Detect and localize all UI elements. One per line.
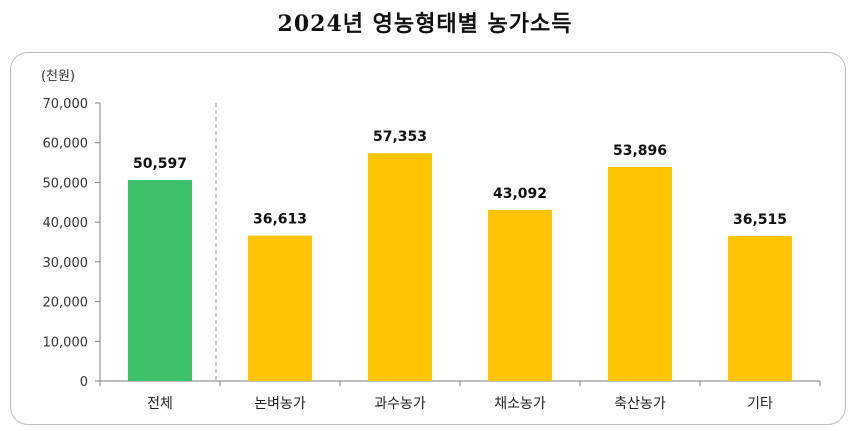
bar-0 — [128, 180, 192, 381]
category-label-1: 논벼농가 — [254, 396, 306, 412]
bar-3 — [488, 209, 552, 381]
y-tick-label: 70,000 — [43, 97, 89, 112]
chart-title: 2024년 영농형태별 농가소득 — [277, 11, 573, 37]
bar-5 — [728, 235, 792, 381]
bar-2 — [368, 153, 432, 381]
y-tick-label: 0 — [80, 375, 88, 390]
category-label-0: 전체 — [147, 396, 173, 412]
y-tick-label: 40,000 — [43, 216, 89, 231]
y-tick-label: 60,000 — [43, 137, 89, 152]
category-label-4: 축산농가 — [614, 396, 666, 412]
category-label-2: 과수농가 — [374, 396, 426, 412]
y-tick-label: 30,000 — [43, 256, 89, 271]
y-tick-label: 20,000 — [43, 296, 89, 311]
bar-4 — [608, 166, 672, 381]
data-label-2: 57,353 — [373, 129, 427, 145]
data-label-5: 36,515 — [733, 212, 787, 228]
y-tick-label: 50,000 — [43, 176, 89, 191]
data-label-0: 50,597 — [133, 156, 187, 172]
data-label-3: 43,092 — [493, 186, 547, 202]
y-tick-label: 10,000 — [43, 335, 89, 350]
data-label-1: 36,613 — [253, 212, 307, 228]
bar-1 — [248, 235, 312, 381]
data-label-4: 53,896 — [613, 143, 667, 159]
category-label-5: 기타 — [747, 396, 773, 412]
category-label-3: 채소농가 — [494, 396, 546, 412]
y-axis-unit-label: (천원) — [41, 69, 75, 84]
